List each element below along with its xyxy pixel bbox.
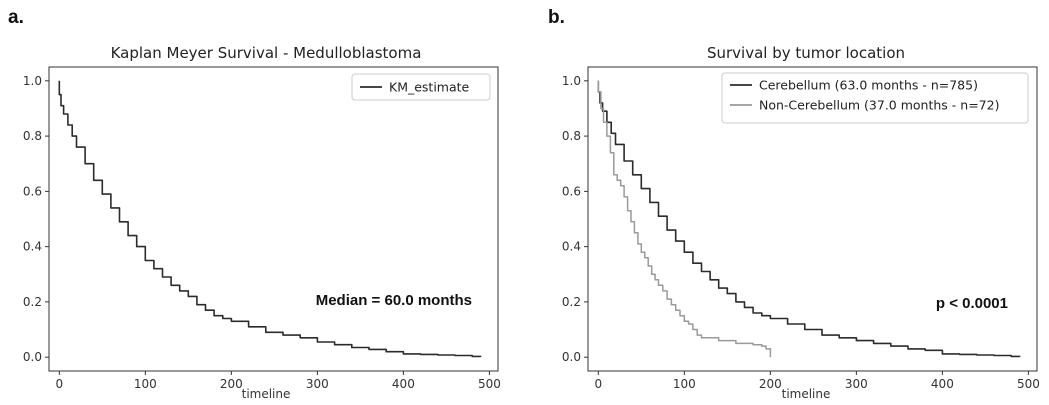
- panel-a-series: [58, 80, 482, 358]
- panel-b-y-tick-label: 0.8: [562, 129, 581, 143]
- panel-b-title: Survival by tumor location: [707, 44, 905, 62]
- panel-b-x-tick-label: 200: [759, 377, 782, 391]
- panel-a-legend: KM_estimate: [351, 73, 491, 101]
- panel-a-x-tick-label: 0: [56, 377, 64, 391]
- panel-b-series-line-2: [597, 80, 772, 358]
- panel-b-pvalue-annotation: p < 0.0001: [936, 295, 1008, 312]
- panel-a: a. Kaplan Meyer Survival - Medulloblasto…: [8, 7, 501, 401]
- panel-b-axes: 0 100 200 300 400 500 0.0 0.2 0.4 0.6 0.8 1.0: [562, 74, 1040, 391]
- panel-a-title: Kaplan Meyer Survival - Medulloblastoma: [111, 44, 422, 62]
- panel-b-x-tick-label: 400: [931, 377, 954, 391]
- panel-b-x-tick-label: 500: [1017, 377, 1040, 391]
- panel-a-x-tick-label: 500: [478, 377, 501, 391]
- panel-b-legend-label-1: Cerebellum (63.0 months - n=785): [759, 78, 978, 93]
- panel-a-label: a.: [8, 7, 24, 28]
- panel-a-x-tick-label: 400: [392, 377, 415, 391]
- panel-b-series: [597, 80, 1021, 358]
- panel-b-legend: Cerebellum (63.0 months - n=785) Non-Cere…: [721, 72, 1029, 124]
- panel-a-y-tick-label: 0.0: [23, 350, 42, 364]
- panel-b-legend-label-2: Non-Cerebellum (37.0 months - n=72): [759, 98, 999, 113]
- panel-b-x-axis-label: timeline: [782, 387, 831, 401]
- panel-b-y-tick-label: 0.6: [562, 184, 581, 198]
- panel-a-y-tick-label: 0.4: [23, 240, 42, 254]
- panel-a-y-tick-label: 1.0: [23, 74, 42, 88]
- panel-b-x-tick-label: 0: [595, 377, 603, 391]
- panel-b: b. Survival by tumor location 0 100 200 300…: [548, 7, 1040, 401]
- panel-b-y-tick-label: 1.0: [562, 74, 581, 88]
- panel-a-legend-box: [351, 73, 491, 101]
- panel-a-plot-frame: [48, 66, 499, 372]
- panel-b-x-tick-label: 100: [673, 377, 696, 391]
- panel-b-y-tick-label: 0.0: [562, 350, 581, 364]
- panel-a-x-tick-label: 100: [134, 377, 157, 391]
- panel-b-plot-frame: [587, 66, 1038, 372]
- panel-b-label: b.: [548, 7, 565, 28]
- panel-b-y-tick-label: 0.4: [562, 240, 581, 254]
- panel-a-x-tick-label: 200: [220, 377, 243, 391]
- panel-a-y-tick-label: 0.6: [23, 184, 42, 198]
- panel-a-x-tick-label: 300: [306, 377, 329, 391]
- panel-a-series-line-1: [58, 80, 482, 358]
- panel-a-x-axis-label: timeline: [242, 387, 291, 401]
- panel-b-y-tick-label: 0.2: [562, 295, 581, 309]
- panel-a-y-tick-label: 0.2: [23, 295, 42, 309]
- panel-b-legend-box: [721, 72, 1029, 124]
- panel-a-axes: 0 100 200 300 400 500 0.0 0.2 0.4 0.6 0.8 1.0: [23, 74, 501, 391]
- panel-a-legend-label-1: KM_estimate: [389, 80, 470, 95]
- panel-b-series-line-1: [597, 80, 1021, 358]
- panel-a-median-annotation: Median = 60.0 months: [316, 292, 472, 309]
- panel-b-x-tick-label: 300: [845, 377, 868, 391]
- panel-a-y-tick-label: 0.8: [23, 129, 42, 143]
